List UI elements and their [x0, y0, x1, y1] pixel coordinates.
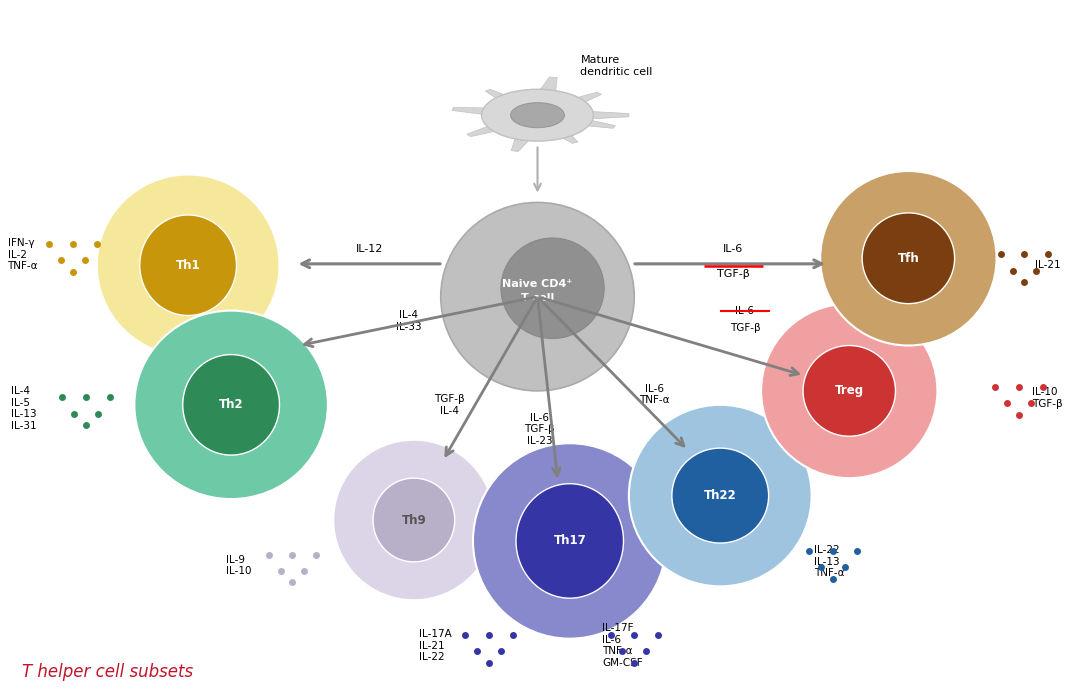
Text: IL-22
IL-13
TNF-α: IL-22 IL-13 TNF-α	[814, 545, 844, 579]
Text: IL-21: IL-21	[1035, 260, 1061, 270]
Ellipse shape	[761, 304, 937, 478]
Ellipse shape	[134, 311, 328, 499]
Text: Tfh: Tfh	[898, 252, 919, 265]
Text: Naive CD4⁺
T cell: Naive CD4⁺ T cell	[502, 279, 573, 303]
Ellipse shape	[672, 448, 769, 543]
Text: T helper cell subsets: T helper cell subsets	[22, 662, 192, 681]
Polygon shape	[527, 112, 578, 143]
Text: IL-17F
IL-6
TNF-α
GM-CSF: IL-17F IL-6 TNF-α GM-CSF	[602, 623, 643, 668]
Polygon shape	[529, 92, 602, 119]
Text: TGF-β
IL-4: TGF-β IL-4	[434, 394, 464, 415]
Text: IL-12: IL-12	[356, 244, 384, 254]
Text: Treg: Treg	[834, 385, 864, 397]
Ellipse shape	[441, 202, 634, 391]
Polygon shape	[522, 77, 557, 117]
Text: Th1: Th1	[176, 259, 200, 272]
Text: IFN-γ
IL-2
TNF-α: IFN-γ IL-2 TNF-α	[8, 238, 38, 272]
Text: IL-4
IL-5
IL-13
IL-31: IL-4 IL-5 IL-13 IL-31	[11, 386, 37, 431]
Text: IL-6
TNF-α: IL-6 TNF-α	[640, 384, 670, 405]
Ellipse shape	[373, 478, 455, 562]
Text: IL-9
IL-10: IL-9 IL-10	[226, 555, 252, 576]
Ellipse shape	[511, 103, 564, 128]
Text: TGF-β: TGF-β	[730, 323, 760, 333]
Polygon shape	[485, 89, 547, 119]
Text: IL-6: IL-6	[735, 306, 755, 316]
Ellipse shape	[629, 405, 812, 586]
Text: IL-17A
IL-21
IL-22: IL-17A IL-21 IL-22	[419, 629, 452, 662]
Polygon shape	[538, 109, 629, 121]
Ellipse shape	[140, 215, 236, 315]
Text: Th2: Th2	[219, 399, 243, 411]
Ellipse shape	[862, 213, 955, 304]
Polygon shape	[533, 110, 616, 128]
Text: IL-6
TGF-β
IL-23: IL-6 TGF-β IL-23	[525, 413, 555, 446]
Polygon shape	[467, 110, 545, 137]
Text: IL-4
IL-33: IL-4 IL-33	[396, 311, 421, 332]
Ellipse shape	[183, 355, 280, 455]
Ellipse shape	[803, 346, 895, 436]
Text: IL-6: IL-6	[723, 244, 743, 254]
Text: Th22: Th22	[704, 489, 736, 502]
Polygon shape	[453, 107, 540, 121]
Ellipse shape	[516, 484, 624, 598]
Text: Mature
dendritic cell: Mature dendritic cell	[580, 55, 653, 77]
Ellipse shape	[482, 89, 593, 141]
Polygon shape	[511, 114, 551, 151]
Text: Th17: Th17	[554, 535, 586, 547]
Ellipse shape	[333, 440, 494, 600]
Ellipse shape	[473, 443, 666, 639]
Ellipse shape	[97, 174, 280, 356]
Text: IL-10
TGF-β: IL-10 TGF-β	[1032, 387, 1062, 408]
Text: Th9: Th9	[401, 514, 427, 526]
Ellipse shape	[501, 238, 604, 339]
Text: TGF-β: TGF-β	[717, 269, 749, 279]
Ellipse shape	[820, 171, 997, 346]
